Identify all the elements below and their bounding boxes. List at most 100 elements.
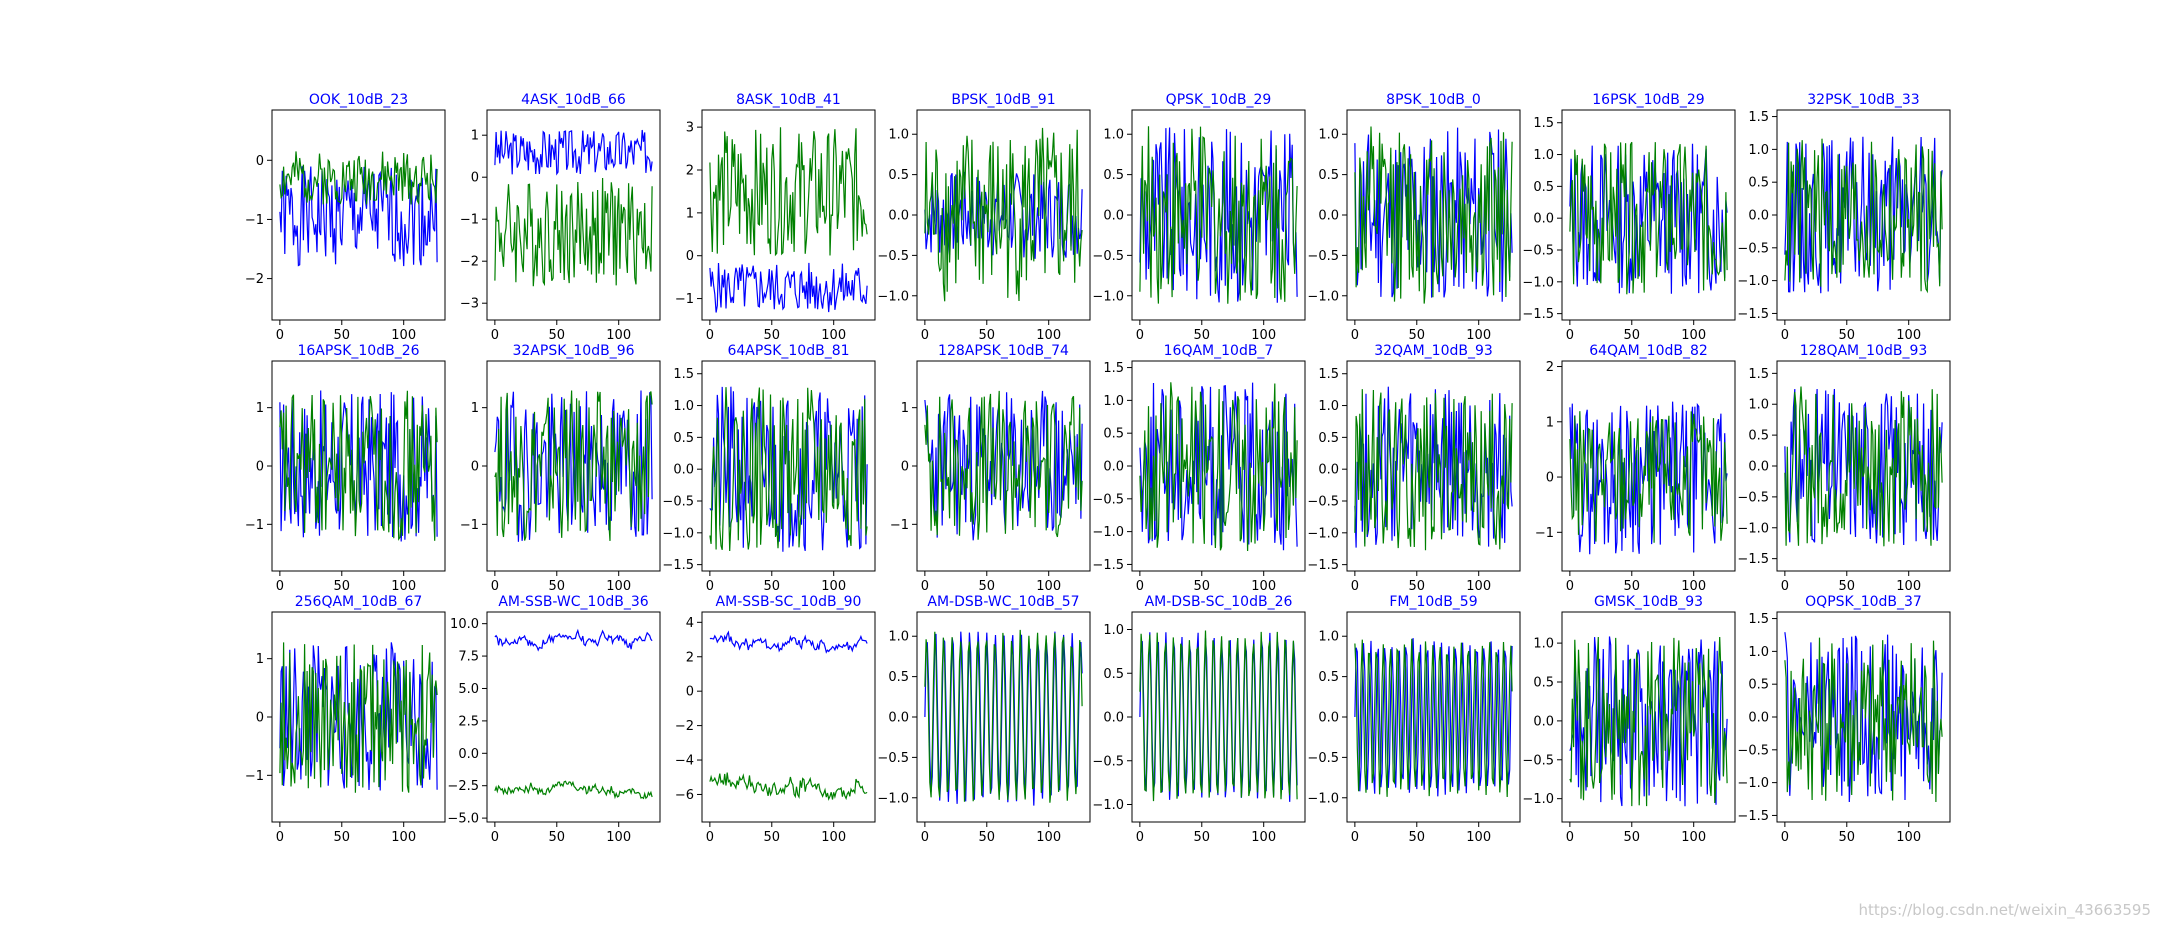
x-tick-label: 0 [1566,830,1574,845]
y-tick-label: −2 [460,255,479,270]
y-tick-label: 1.0 [1533,148,1554,163]
subplot: AM-SSB-WC_10dB_36 0 50 100 10.0 7.5 5.0 2.5 0.0 −… [447,594,661,845]
y-tick-label: 0.5 [1748,176,1769,191]
y-tick-label: −0.5 [1092,492,1124,507]
y-tick-label: 1.5 [1748,367,1769,382]
axes-frame [486,611,661,823]
y-tick-label: −1.0 [1307,526,1339,541]
subplot: OOK_10dB_23 0 50 100 0 −1 −2 [245,92,446,343]
subplot: 128APSK_10dB_74 0 50 100 1 0 −1 [890,343,1091,594]
y-tick-label: 1.5 [1318,367,1339,382]
x-tick-label: 0 [276,830,284,845]
series-line-q [1139,630,1298,802]
y-tick-label: 1.5 [1748,612,1769,627]
y-tick-label: 0.5 [1103,667,1124,682]
subplot: 4ASK_10dB_66 0 50 100 1 0 −1 −2 −3 [460,92,661,343]
x-tick-label: 50 [1624,328,1641,343]
y-tick-label: −1.0 [877,289,909,304]
y-tick-label: −2.5 [447,779,479,794]
x-tick-label: 100 [1466,328,1491,343]
x-tick-label: 50 [549,830,566,845]
y-tick-label: 0.0 [1103,711,1124,726]
series-line-q [924,629,1083,803]
series-line-i [1784,632,1943,803]
subplot-title: AM-SSB-WC_10dB_36 [498,594,648,610]
y-tick-label: 1.0 [888,630,909,645]
axes-frame [1346,360,1521,572]
x-tick-label: 100 [1681,328,1706,343]
x-tick-label: 50 [549,328,566,343]
axes-frame [1561,611,1736,823]
subplot: 64APSK_10dB_81 0 50 100 1.5 1.0 0.5 0.0 −0.5 −1.0… [662,343,876,594]
y-tick-label: 2.5 [458,714,479,729]
x-tick-label: 0 [491,830,499,845]
subplot: BPSK_10dB_91 0 50 100 1.0 0.5 0.0 −0.5 −1.0 [877,92,1091,343]
subplot-title: 16QAM_10dB_7 [1164,343,1274,359]
x-tick-label: 0 [1136,328,1144,343]
y-tick-label: −1 [245,518,264,533]
y-tick-label: −2 [245,272,264,287]
axes-frame [1561,109,1736,321]
y-tick-label: −1.0 [1737,521,1769,536]
x-tick-label: 0 [1781,830,1789,845]
x-tick-label: 0 [1351,830,1359,845]
subplot: AM-DSB-SC_10dB_26 0 50 100 1.0 0.5 0.0 −0.5 −1.0 [1092,594,1306,845]
subplot-title: BPSK_10dB_91 [951,92,1055,108]
series-line-i [1569,143,1728,294]
x-tick-label: 0 [706,830,714,845]
y-tick-label: 0.5 [1318,431,1339,446]
axes-frame [1561,360,1736,572]
y-tick-label: 0 [471,171,479,186]
subplot-title: 32QAM_10dB_93 [1374,343,1493,359]
subplot: OQPSK_10dB_37 0 50 100 1.5 1.0 0.5 0.0 −0.5 −1.0 −… [1737,594,1951,845]
x-tick-label: 100 [391,579,416,594]
series-line-q [1569,411,1728,543]
y-tick-label: −0.5 [1307,249,1339,264]
y-tick-label: 1.0 [1748,143,1769,158]
subplot: AM-DSB-WC_10dB_57 0 50 100 1.0 0.5 0.0 −0.5 −1.0 [877,594,1091,845]
y-tick-label: 0.0 [1103,460,1124,475]
y-tick-label: −1.5 [1737,307,1769,322]
x-tick-label: 100 [1036,328,1061,343]
x-tick-label: 0 [276,328,284,343]
x-tick-label: 50 [764,830,781,845]
subplot: QPSK_10dB_29 0 50 100 1.0 0.5 0.0 −0.5 −1.0 [1092,92,1306,343]
x-tick-label: 100 [606,328,631,343]
x-tick-label: 50 [1194,328,1211,343]
subplot: 16QAM_10dB_7 0 50 100 1.5 1.0 0.5 0.0 −0.5 −1.0 −1… [1092,343,1306,594]
x-tick-label: 50 [549,579,566,594]
x-tick-label: 0 [1136,579,1144,594]
y-tick-label: −1 [245,769,264,784]
x-tick-label: 50 [1839,579,1856,594]
y-tick-label: −1 [245,213,264,228]
y-tick-label: 0 [686,685,694,700]
y-tick-label: −2 [675,719,694,734]
y-tick-label: −5.0 [447,812,479,827]
y-tick-label: 0.5 [888,168,909,183]
y-tick-label: 0.5 [1103,427,1124,442]
x-tick-label: 0 [1136,830,1144,845]
series-line-q [1784,637,1943,803]
x-tick-label: 100 [391,328,416,343]
y-tick-label: −1.0 [662,526,694,541]
y-tick-label: 0 [686,249,694,264]
subplot-title: AM-DSB-SC_10dB_26 [1145,594,1293,610]
x-tick-label: 50 [334,830,351,845]
y-tick-label: 1 [256,401,264,416]
x-tick-label: 100 [1896,579,1921,594]
y-tick-label: −0.5 [1307,495,1339,510]
x-tick-label: 0 [921,830,929,845]
y-tick-label: 5.0 [458,682,479,697]
y-tick-label: 0.0 [673,463,694,478]
x-tick-label: 100 [1251,328,1276,343]
x-tick-label: 0 [1351,579,1359,594]
y-tick-label: 0.5 [1318,670,1339,685]
series-line-q [1569,141,1728,295]
y-tick-label: −1.0 [1092,798,1124,813]
x-tick-label: 50 [1839,328,1856,343]
x-tick-label: 50 [1624,579,1641,594]
y-tick-label: 0.5 [1318,168,1339,183]
y-tick-label: −1.0 [1092,289,1124,304]
x-tick-label: 50 [334,579,351,594]
x-tick-label: 100 [1466,830,1491,845]
